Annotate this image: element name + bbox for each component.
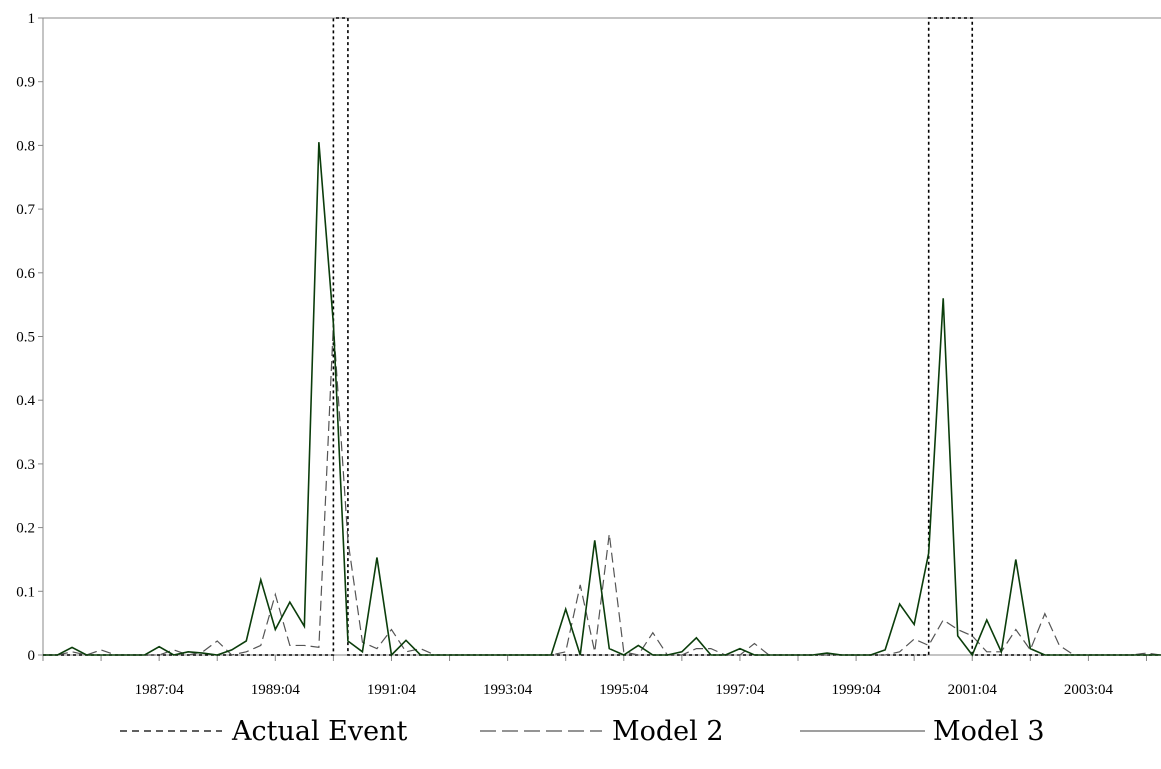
x-axis: 1987:04 1989:04 1991:04 1993:04 1995:04 1997:… <box>42 654 1161 698</box>
y-axis: 0 0.1 0.2 0.3 0.4 0.5 0.6 0.7 0.8 0.9 1 <box>16 11 1161 664</box>
y-tick-label: 0.9 <box>16 75 35 91</box>
y-tick-label: 0.3 <box>16 457 35 473</box>
series-line-model-2 <box>43 323 1161 656</box>
x-tick-label: 1987:04 <box>135 682 185 698</box>
series-line-actual-event <box>43 17 1161 656</box>
y-tick-label: 0 <box>28 648 36 664</box>
x-tick-label: 1989:04 <box>251 682 301 698</box>
x-tick-label: 1999:04 <box>832 682 882 698</box>
y-tick-label: 0.4 <box>16 393 35 409</box>
y-tick-label: 0.8 <box>16 138 35 154</box>
y-tick-label: 0.1 <box>16 584 35 600</box>
x-tick-label: 1991:04 <box>367 682 417 698</box>
y-tick-label: 0.6 <box>16 266 35 282</box>
legend-label-model-2: Model 2 <box>612 716 724 747</box>
y-tick-label: 0.7 <box>16 202 35 218</box>
x-tick-label: 1993:04 <box>483 682 533 698</box>
x-tick-label: 2001:04 <box>948 682 998 698</box>
y-tick-label: 1 <box>28 11 36 27</box>
legend: Actual Event Model 2 Model 3 <box>120 716 1045 747</box>
x-tick-label: 2003:04 <box>1064 682 1114 698</box>
series-layer <box>43 17 1161 657</box>
x-tick-label: 1997:04 <box>715 682 765 698</box>
series-line-model-3 <box>43 142 1161 657</box>
y-tick-label: 0.2 <box>16 521 35 537</box>
legend-label-model-3: Model 3 <box>933 716 1045 747</box>
legend-label-actual-event: Actual Event <box>231 716 408 747</box>
x-tick-label: 1995:04 <box>599 682 649 698</box>
y-tick-label: 0.5 <box>16 330 35 346</box>
